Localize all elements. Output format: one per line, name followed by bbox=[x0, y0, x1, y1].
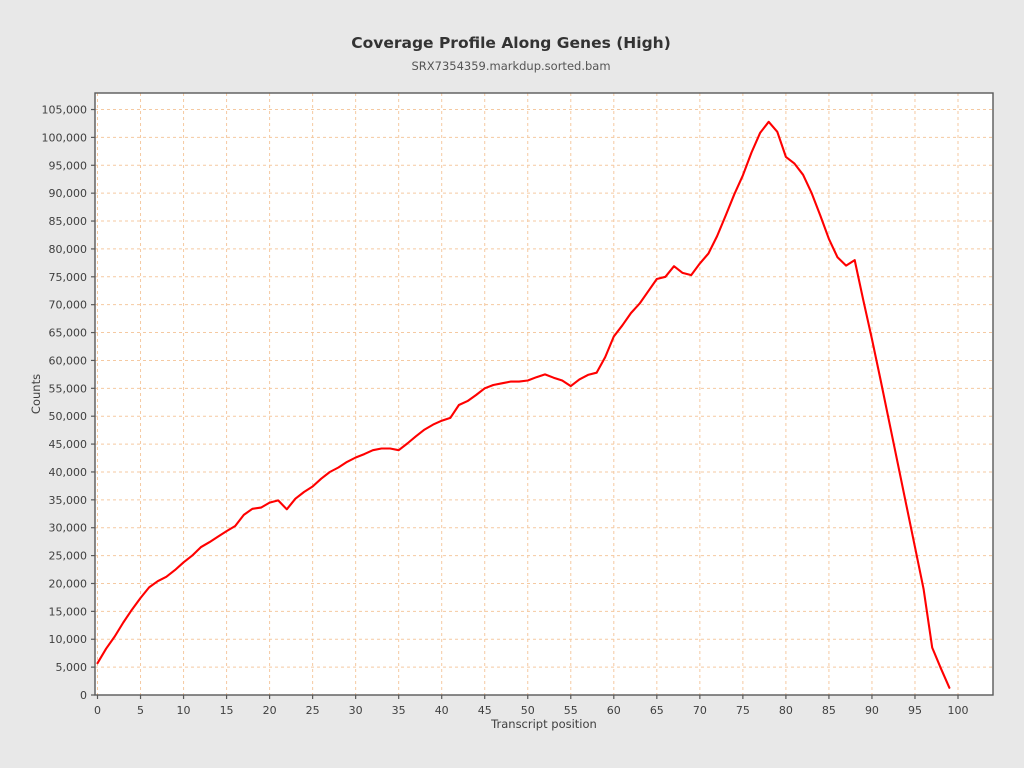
y-tick-label: 60,000 bbox=[49, 354, 88, 367]
y-tick-label: 20,000 bbox=[49, 577, 88, 590]
y-tick-label: 95,000 bbox=[49, 159, 88, 172]
x-tick-label: 15 bbox=[220, 704, 234, 717]
x-tick-label: 0 bbox=[94, 704, 101, 717]
y-tick-label: 5,000 bbox=[56, 661, 88, 674]
y-tick-label: 10,000 bbox=[49, 633, 88, 646]
y-tick-label: 70,000 bbox=[49, 299, 88, 312]
y-tick-label: 105,000 bbox=[42, 104, 88, 117]
y-axis-label: Counts bbox=[29, 374, 43, 414]
x-tick-label: 10 bbox=[177, 704, 191, 717]
x-tick-label: 80 bbox=[779, 704, 793, 717]
y-tick-label: 50,000 bbox=[49, 410, 88, 423]
x-tick-label: 90 bbox=[865, 704, 879, 717]
x-tick-label: 35 bbox=[392, 704, 406, 717]
coverage-series-line bbox=[96, 120, 951, 689]
y-tick-label: 0 bbox=[80, 689, 87, 702]
x-tick-label: 60 bbox=[607, 704, 621, 717]
x-tick-label: 5 bbox=[137, 704, 144, 717]
y-tick-label: 40,000 bbox=[49, 466, 88, 479]
y-tick-label: 25,000 bbox=[49, 550, 88, 563]
x-tick-label: 40 bbox=[435, 704, 449, 717]
y-tick-label: 45,000 bbox=[49, 438, 88, 451]
x-tick-label: 100 bbox=[948, 704, 969, 717]
x-tick-label: 65 bbox=[650, 704, 664, 717]
y-tick-label: 15,000 bbox=[49, 605, 88, 618]
y-tick-label: 55,000 bbox=[49, 382, 88, 395]
x-tick-label: 95 bbox=[908, 704, 922, 717]
plot-border bbox=[94, 92, 994, 696]
x-tick-label: 75 bbox=[736, 704, 750, 717]
x-tick-label: 30 bbox=[349, 704, 363, 717]
y-tick-label: 90,000 bbox=[49, 187, 88, 200]
chart-subtitle: SRX7354359.markdup.sorted.bam bbox=[411, 59, 610, 73]
x-tick-label: 70 bbox=[693, 704, 707, 717]
x-axis-label: Transcript position bbox=[490, 717, 597, 731]
y-tick-label: 75,000 bbox=[49, 271, 88, 284]
x-tick-label: 25 bbox=[306, 704, 320, 717]
y-tick-label: 100,000 bbox=[42, 131, 88, 144]
y-tick-label: 85,000 bbox=[49, 215, 88, 228]
x-tick-label: 85 bbox=[822, 704, 836, 717]
x-tick-label: 45 bbox=[478, 704, 492, 717]
chart-title: Coverage Profile Along Genes (High) bbox=[351, 34, 671, 52]
y-tick-label: 35,000 bbox=[49, 494, 88, 507]
plot-layer: 0 5,000 10,000 15,000 20,000 25,000 30,000 35,0… bbox=[42, 92, 994, 717]
x-tick-label: 20 bbox=[263, 704, 277, 717]
y-tick-label: 80,000 bbox=[49, 243, 88, 256]
plot-background bbox=[95, 93, 993, 695]
y-tick-label: 30,000 bbox=[49, 522, 88, 535]
x-tick-label: 50 bbox=[521, 704, 535, 717]
x-tick-label: 55 bbox=[564, 704, 578, 717]
y-tick-label: 65,000 bbox=[49, 327, 88, 340]
